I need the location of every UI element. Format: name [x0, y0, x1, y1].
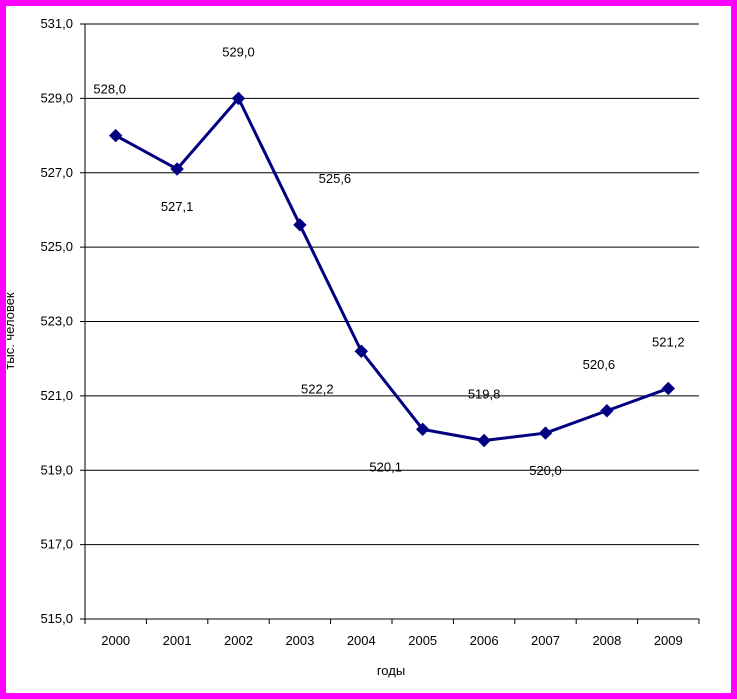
data-point-marker — [415, 422, 430, 437]
x-axis-title: годы — [377, 663, 405, 678]
data-label: 519,8 — [468, 387, 501, 402]
data-label: 520,0 — [529, 463, 562, 478]
y-tick-label: 531,0 — [40, 16, 73, 31]
data-label: 520,1 — [369, 459, 402, 474]
y-tick-label: 519,0 — [40, 462, 73, 477]
data-labels: 528,0 527,1 529,0 525,6 522,2 520,1 519,8 520,0… — [93, 44, 684, 478]
data-label: 528,0 — [93, 82, 126, 97]
y-tick-label: 527,0 — [40, 165, 73, 180]
data-label: 520,6 — [583, 357, 616, 372]
series — [108, 91, 676, 448]
x-tick-label: 2005 — [408, 633, 437, 648]
x-tick-label: 2004 — [347, 633, 376, 648]
y-tick-labels: 515,0 517,0 519,0 521,0 523,0 525,0 527,0 529,0… — [40, 16, 73, 626]
y-tick-label: 521,0 — [40, 388, 73, 403]
x-tick-label: 2001 — [163, 633, 192, 648]
data-label: 525,6 — [319, 171, 352, 186]
data-label: 529,0 — [222, 44, 255, 59]
y-tick-label: 517,0 — [40, 537, 73, 552]
data-point-marker — [170, 162, 184, 176]
x-tick-label: 2008 — [592, 633, 621, 648]
data-label: 527,1 — [161, 199, 194, 214]
y-axis-title: тыс. человек — [2, 292, 17, 370]
data-point-marker — [538, 426, 553, 440]
data-label: 521,2 — [652, 334, 685, 349]
x-tick-label: 2007 — [531, 633, 560, 648]
data-point-marker — [108, 128, 123, 143]
x-tick-label: 2009 — [654, 633, 683, 648]
axes — [80, 23, 700, 624]
x-tick-label: 2003 — [285, 633, 314, 648]
y-tick-label: 515,0 — [40, 611, 73, 626]
data-point-marker — [600, 404, 614, 418]
y-tick-label: 523,0 — [40, 314, 73, 329]
data-label: 522,2 — [301, 381, 334, 396]
data-point-marker — [231, 91, 246, 106]
data-point-marker — [293, 218, 307, 232]
y-tick-label: 525,0 — [40, 239, 73, 254]
x-tick-label: 2002 — [224, 633, 253, 648]
series-line — [114, 96, 669, 442]
x-tick-label: 2000 — [101, 633, 130, 648]
y-tick-label: 529,0 — [40, 90, 73, 105]
data-point-marker — [477, 433, 491, 448]
data-point-marker — [661, 381, 676, 396]
data-point-marker — [354, 344, 369, 358]
x-tick-label: 2006 — [470, 633, 499, 648]
gridlines — [85, 23, 699, 546]
x-tick-labels: 2000 2001 2002 2003 2004 2005 2006 2007 2008 2009 — [101, 633, 683, 648]
